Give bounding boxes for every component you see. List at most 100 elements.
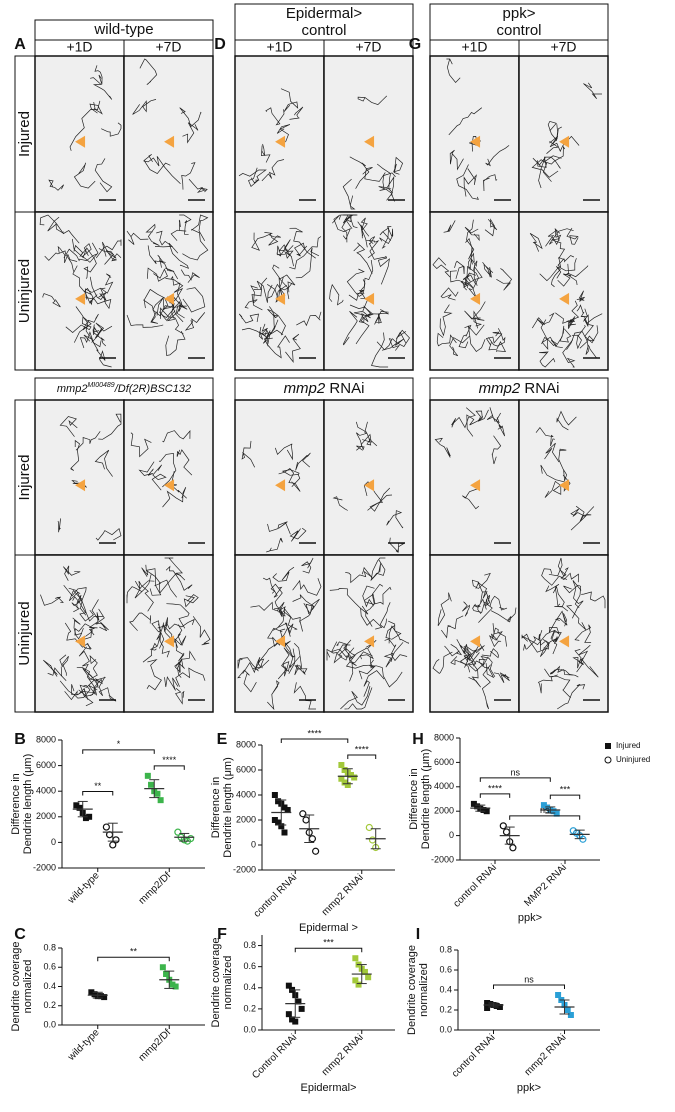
- dendrite: [462, 601, 470, 617]
- header-part: mmp2: [284, 380, 326, 397]
- arrowhead: [364, 292, 375, 305]
- data-point: [281, 829, 288, 836]
- data-point: [148, 781, 155, 788]
- y-axis-label: Dendrite length (μm): [222, 757, 234, 858]
- data-point: [275, 798, 282, 805]
- dendrite: [265, 107, 285, 126]
- dendrite: [145, 564, 162, 596]
- dendrite: [79, 331, 102, 349]
- dendrite: [47, 666, 67, 682]
- dendrite: [281, 647, 295, 672]
- dendrite: [541, 568, 568, 586]
- data-point: [302, 816, 310, 824]
- data-point: [169, 981, 176, 988]
- significance-bracket: [493, 984, 565, 989]
- panel-letter: A: [14, 36, 26, 53]
- dendrite: [552, 585, 569, 612]
- dendrite: [571, 580, 584, 619]
- dendrite: [98, 413, 122, 440]
- arrowhead: [559, 135, 570, 148]
- y-tick-label: 0.2: [43, 1000, 56, 1010]
- dendrite: [496, 268, 513, 291]
- dendrite: [579, 340, 598, 359]
- dendrite: [361, 559, 386, 579]
- significance-bracket: [549, 794, 581, 800]
- data-point: [483, 808, 490, 815]
- data-point: [484, 1005, 491, 1011]
- dendrite: [489, 595, 508, 611]
- dendrite: [344, 687, 373, 710]
- dendrite: [289, 236, 322, 270]
- micrograph: [518, 399, 609, 556]
- dendrite: [151, 464, 167, 491]
- arrowhead: [75, 479, 86, 492]
- dendrite: [521, 633, 546, 653]
- dendrite: [338, 214, 352, 243]
- dendrite: [366, 239, 387, 260]
- y-tick-label: 8000: [36, 734, 56, 744]
- significance-label: **: [130, 947, 138, 957]
- dendrite: [576, 304, 588, 317]
- dendrite: [362, 167, 386, 182]
- data-point: [355, 981, 362, 988]
- dendrite: [547, 229, 560, 245]
- arrowhead: [164, 135, 175, 148]
- dendrite: [181, 162, 196, 190]
- dendrite: [267, 521, 291, 535]
- column-header: ppk>: [503, 5, 536, 22]
- data-point: [499, 822, 507, 830]
- dendrite: [266, 537, 283, 553]
- dendrite: [432, 651, 453, 674]
- dendrite: [488, 328, 506, 347]
- dendrite: [356, 433, 372, 451]
- data-point: [567, 1012, 574, 1018]
- arrowhead: [470, 135, 481, 148]
- arrowhead: [164, 292, 175, 305]
- dendrite: [261, 159, 285, 182]
- data-point: [187, 834, 195, 843]
- significance-bracket: [347, 754, 377, 759]
- dendrite: [491, 435, 502, 465]
- dendrite: [83, 247, 97, 279]
- dendrite: [141, 567, 161, 587]
- dendrite: [340, 685, 371, 710]
- data-point: [480, 806, 487, 813]
- dendrite: [154, 230, 174, 248]
- y-tick-label: 0.6: [243, 961, 256, 971]
- dendrite: [182, 287, 206, 313]
- data-point: [540, 802, 547, 809]
- dendrite: [571, 325, 586, 350]
- dendrite: [546, 126, 562, 154]
- dendrite: [192, 616, 211, 646]
- dendrite: [71, 594, 82, 613]
- dendrite: [440, 287, 459, 301]
- dendrite: [294, 664, 308, 676]
- dendrite: [162, 487, 187, 508]
- dendrite: [134, 580, 154, 612]
- dendrite: [358, 659, 376, 680]
- dendrite: [272, 607, 301, 631]
- dendrite: [451, 407, 476, 429]
- data-point: [579, 835, 587, 843]
- dendrite: [242, 657, 262, 674]
- arrowhead: [275, 292, 286, 305]
- micrograph: [234, 399, 325, 556]
- dendrite: [130, 432, 152, 458]
- dendrite: [179, 214, 192, 235]
- dendrite: [295, 247, 320, 279]
- dendrite: [539, 258, 577, 282]
- y-axis-label: Difference in: [408, 768, 420, 830]
- dendrite: [537, 156, 561, 169]
- micrograph: [429, 55, 520, 213]
- y-axis-label: Difference in: [210, 777, 222, 839]
- x-axis-label: ppk>: [517, 1082, 541, 1094]
- dendrite: [485, 331, 503, 346]
- dendrite: [292, 578, 322, 596]
- dendrite: [439, 304, 453, 337]
- dendrites: [132, 58, 208, 194]
- dendrite: [355, 421, 378, 447]
- dendrite: [91, 322, 113, 343]
- dendrite: [175, 667, 206, 687]
- dendrite: [145, 223, 160, 246]
- dendrite: [92, 324, 107, 347]
